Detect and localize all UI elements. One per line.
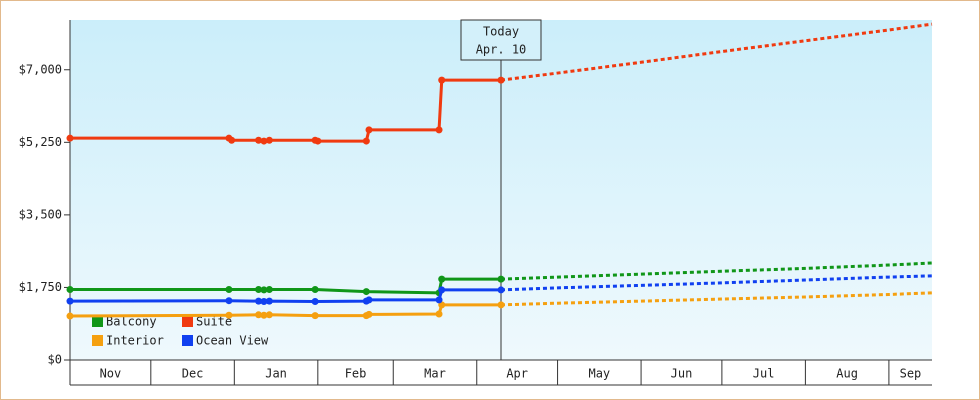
price-point <box>260 286 268 294</box>
price-point <box>311 298 319 306</box>
price-point <box>438 286 446 294</box>
y-tick-label: $1,750 <box>19 280 62 294</box>
price-point <box>225 286 233 294</box>
price-point <box>265 297 273 305</box>
forecast-line <box>500 291 933 307</box>
x-tick-label: Jan <box>265 367 287 381</box>
price-point <box>255 136 263 144</box>
y-tick-label: $5,250 <box>19 135 62 149</box>
price-point <box>66 297 74 305</box>
x-tick-label: Mar <box>424 367 446 381</box>
price-point <box>255 286 263 294</box>
price-point <box>314 137 322 145</box>
x-tick-label: Nov <box>100 367 122 381</box>
price-point <box>365 296 373 304</box>
price-point <box>438 76 446 84</box>
price-point <box>435 126 443 134</box>
x-tick-label: Aug <box>836 367 858 381</box>
price-point <box>265 136 273 144</box>
legend-swatch <box>182 316 193 327</box>
legend-label: Interior <box>106 334 164 348</box>
legend-label: Suite <box>196 315 232 329</box>
forecast-line <box>500 261 933 281</box>
x-tick-label: Jun <box>671 367 693 381</box>
legend-swatch <box>182 335 193 346</box>
x-tick-label: Feb <box>345 367 367 381</box>
price-point <box>435 296 443 304</box>
price-point <box>497 275 505 283</box>
price-point <box>497 286 505 294</box>
x-tick-label: Sep <box>900 367 922 381</box>
price-point <box>260 298 268 306</box>
price-point <box>497 76 505 84</box>
x-tick-label: May <box>588 367 610 381</box>
price-point <box>265 311 273 319</box>
legend-label: Ocean View <box>196 334 269 348</box>
price-line <box>70 277 501 295</box>
price-point <box>435 310 443 318</box>
y-tick-label: $0 <box>48 353 62 367</box>
price-point <box>362 137 370 145</box>
forecast-line <box>500 22 933 82</box>
x-tick-label: Jul <box>753 367 775 381</box>
price-point <box>225 311 233 319</box>
price-point <box>66 134 74 142</box>
price-point <box>228 136 236 144</box>
price-point <box>66 312 74 320</box>
legend-swatch <box>92 335 103 346</box>
forecast-line <box>500 274 933 292</box>
price-point <box>265 286 273 294</box>
price-point <box>365 310 373 318</box>
legend-label: Balcony <box>106 315 157 329</box>
today-box <box>460 19 542 61</box>
x-tick-label: Dec <box>182 367 204 381</box>
legend-swatch <box>92 316 103 327</box>
y-tick-label: $7,000 <box>19 62 62 76</box>
today-title: Today <box>483 25 519 39</box>
price-point <box>66 286 74 294</box>
price-point <box>362 288 370 296</box>
price-point <box>225 297 233 305</box>
price-point <box>311 286 319 294</box>
price-point <box>438 275 446 283</box>
y-tick-label: $3,500 <box>19 207 62 221</box>
price-point <box>255 297 263 305</box>
today-date: Apr. 10 <box>476 43 527 57</box>
price-point <box>497 301 505 309</box>
price-point <box>260 311 268 319</box>
price-point <box>255 311 263 319</box>
x-tick-label: Apr <box>506 367 528 381</box>
price-point <box>365 126 373 134</box>
price-point <box>260 137 268 145</box>
price-point <box>311 312 319 320</box>
